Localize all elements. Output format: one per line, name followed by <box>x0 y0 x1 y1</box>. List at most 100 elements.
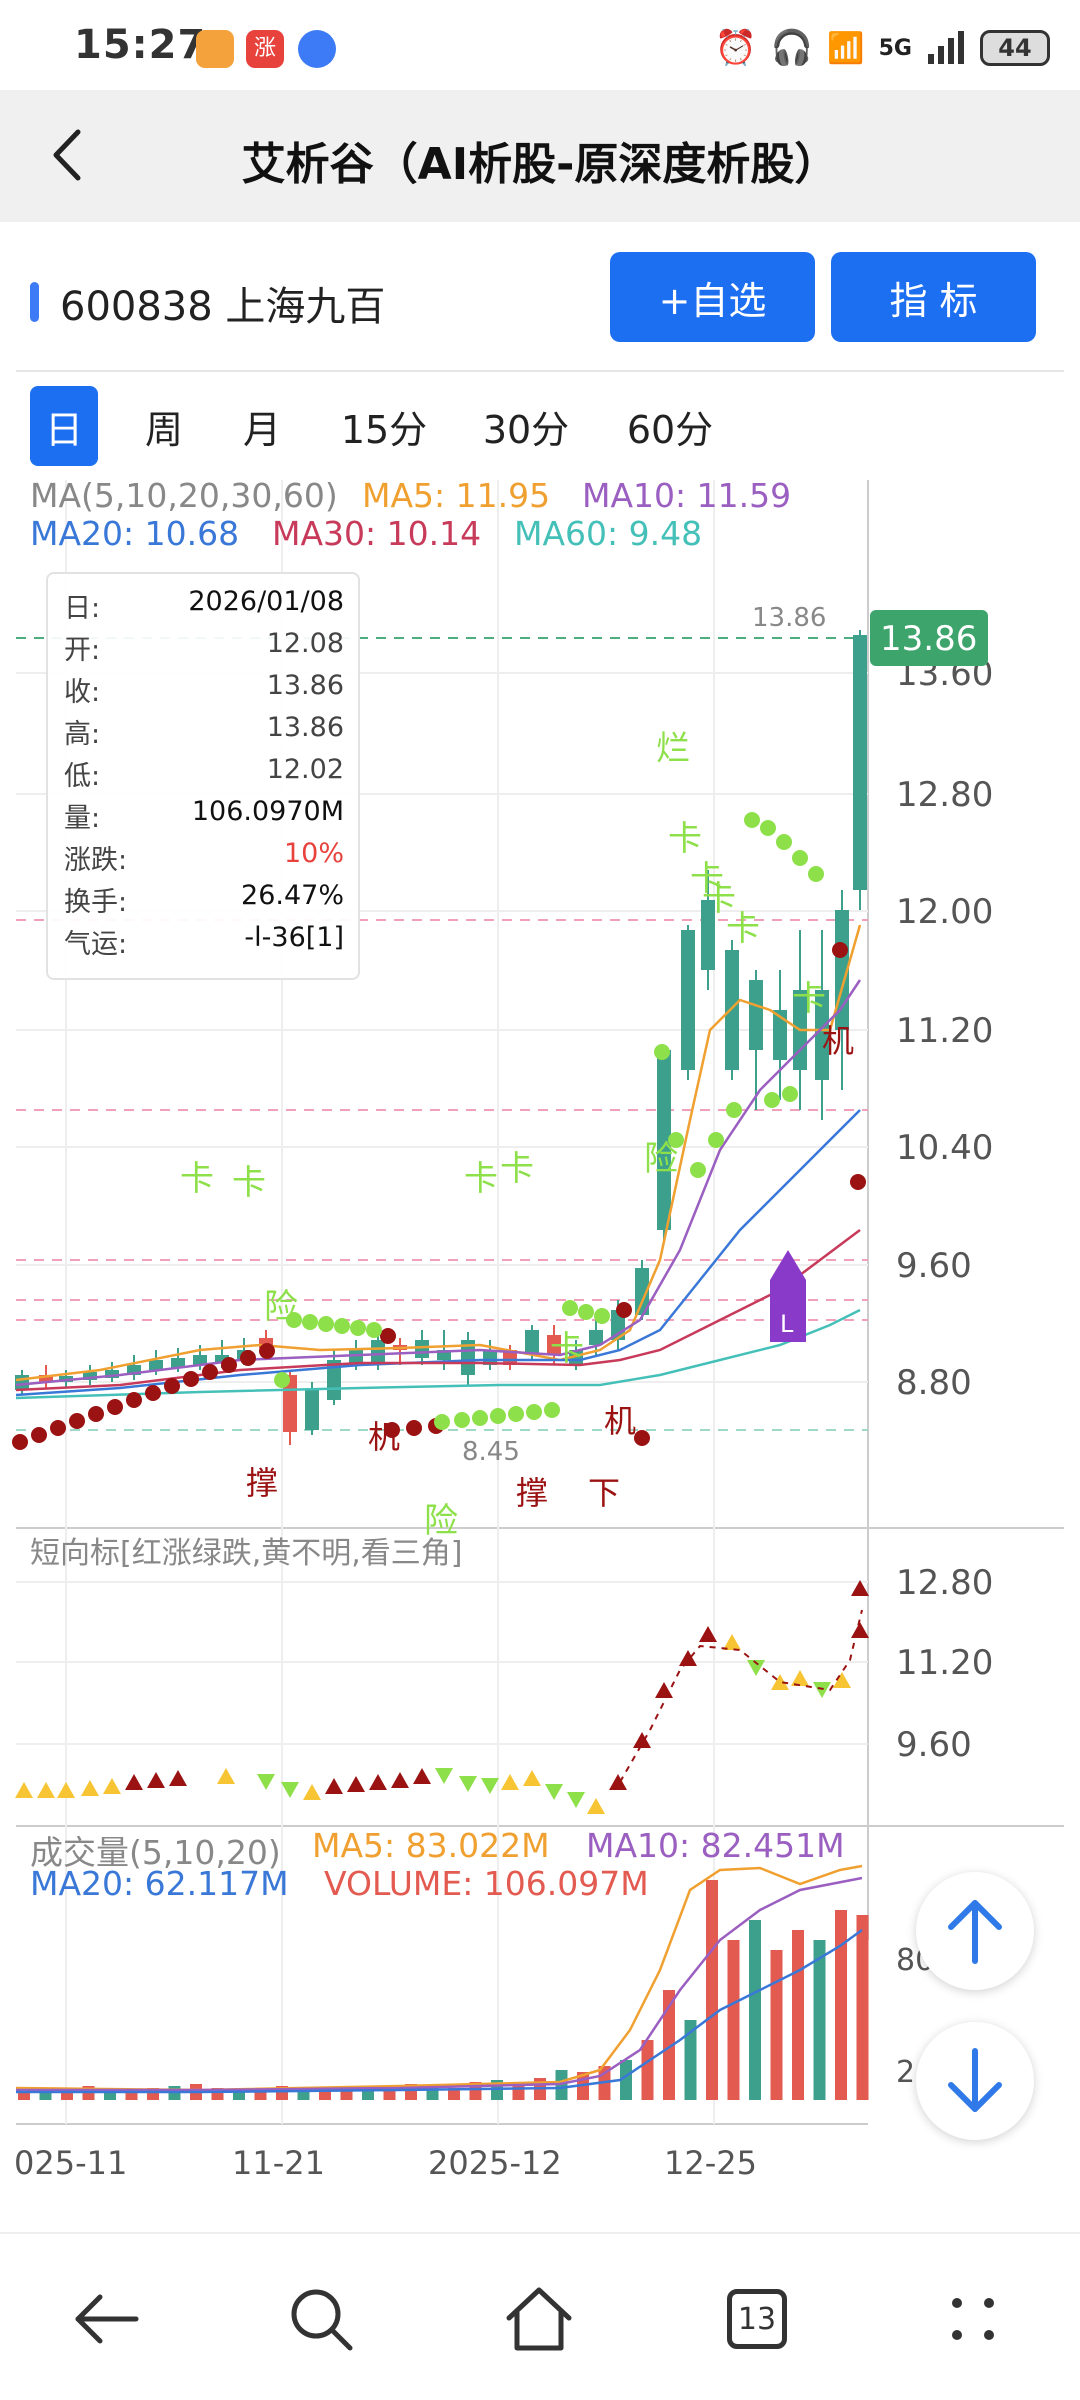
volume-bar <box>125 2090 138 2100</box>
tab-month[interactable]: 月 <box>242 407 281 452</box>
tab-30min[interactable]: 30分 <box>482 407 570 452</box>
home-icon <box>506 2287 572 2351</box>
tab-week[interactable]: 周 <box>144 407 183 452</box>
volume-bar <box>61 2090 73 2100</box>
volume-bar <box>813 1940 826 2100</box>
candle-body <box>259 1338 273 1348</box>
volume-bar <box>663 1990 675 2100</box>
arrow-left-icon <box>75 2294 139 2344</box>
candle-body <box>149 1360 163 1370</box>
trend-triangle <box>103 1778 121 1794</box>
trend-triangle <box>791 1670 809 1686</box>
green-signal-dot <box>782 1086 798 1102</box>
annotation-zhuo: 烂 <box>656 729 690 769</box>
candle-body <box>657 1050 671 1230</box>
volume-bar <box>792 1930 804 2100</box>
trend-triangle <box>851 1580 869 1596</box>
candle-body <box>371 1340 385 1365</box>
plus-signal-marker: 卡 <box>500 1149 534 1189</box>
scroll-down-button[interactable] <box>916 2022 1034 2140</box>
trend-triangle <box>125 1774 143 1790</box>
trend-triangle <box>699 1626 717 1642</box>
browser-app-icon <box>298 30 336 68</box>
plus-signal-marker: 卡 <box>702 879 736 919</box>
candle-body <box>773 1010 787 1060</box>
price-axis-label: 11.20 <box>896 1011 993 1051</box>
candle-body <box>437 1350 451 1360</box>
volume-bar <box>319 2090 331 2100</box>
trend-triangle <box>169 1770 187 1786</box>
nav-back-button[interactable] <box>62 2274 152 2364</box>
info-row-date: 日: 2026/01/08 <box>64 586 344 624</box>
price-axis-label: 10.40 <box>896 1128 993 1168</box>
indicator-button[interactable]: 指 标 <box>831 252 1036 342</box>
volume-ma5: MA5: 83.022M <box>312 1826 550 1865</box>
stock-chart[interactable]: 13.6012.8012.0011.2010.409.608.8013.8613… <box>0 470 1080 2210</box>
candle-body <box>547 1335 561 1355</box>
plus-signal-marker: 卡 <box>180 1159 214 1199</box>
green-signal-dot <box>454 1412 470 1428</box>
add-watchlist-button[interactable]: +自选 <box>610 252 815 342</box>
status-bar: 15:27 涨 ⏰ 🎧 📶 5G 44 <box>0 0 1080 90</box>
green-signal-dot <box>760 820 776 836</box>
ma20-value: MA20: 10.68 <box>30 514 240 553</box>
nav-bar: 艾析谷（AI析股-原深度析股） <box>0 90 1080 222</box>
scroll-up-button[interactable] <box>916 1872 1034 1990</box>
support-dot <box>380 1328 396 1344</box>
trend-triangle <box>813 1682 831 1698</box>
green-signal-dot <box>334 1318 350 1334</box>
volume-ma10: MA10: 82.451M <box>586 1826 845 1865</box>
candle-body <box>105 1370 119 1378</box>
nav-search-button[interactable] <box>276 2274 366 2364</box>
headphone-icon: 🎧 <box>770 28 814 68</box>
trend-triangle <box>147 1772 165 1788</box>
price-tag: 13.86 <box>880 619 977 659</box>
ma30-value: MA30: 10.14 <box>272 514 482 553</box>
support-dot <box>240 1350 256 1366</box>
volume-bar <box>641 2040 654 2100</box>
nav-home-button[interactable] <box>494 2274 584 2364</box>
trend-triangle <box>347 1776 365 1792</box>
search-icon <box>291 2289 353 2351</box>
trend-triangle <box>57 1782 75 1798</box>
support-dot <box>183 1371 199 1387</box>
price-axis-label: 12.80 <box>896 775 993 815</box>
tab-15min[interactable]: 15分 <box>340 407 428 452</box>
info-row-open: 开: 12.08 <box>64 628 344 666</box>
volume-bar <box>684 2020 697 2100</box>
annotation-xian: 险 <box>424 1501 458 1541</box>
candle-body <box>415 1340 429 1358</box>
plus-signal-marker: 卡 <box>464 1159 498 1199</box>
ma10-line <box>15 979 862 1387</box>
trend-triangle <box>435 1768 453 1784</box>
price-axis-label: 8.80 <box>896 1363 972 1403</box>
candle-body <box>305 1390 319 1430</box>
annotation-ji: 机 <box>822 1022 854 1060</box>
l-marker-label: L <box>780 1310 794 1338</box>
volume-bar <box>448 2088 460 2100</box>
nav-tabs-button[interactable]: 13 <box>712 2274 802 2364</box>
price-axis-label: 9.60 <box>896 1246 972 1286</box>
support-dot <box>145 1385 161 1401</box>
annotation-xian: 险 <box>264 1287 298 1327</box>
candle-body <box>525 1330 539 1355</box>
green-signal-dot <box>350 1320 366 1336</box>
nav-menu-button[interactable] <box>928 2274 1018 2364</box>
candle-body <box>461 1340 475 1375</box>
info-row-turnover: 换手: 26.47% <box>64 880 344 918</box>
back-icon[interactable] <box>36 120 106 190</box>
trend-triangle <box>369 1774 387 1790</box>
annotation-xia: 下 <box>588 1474 620 1512</box>
info-row-low: 低: 12.02 <box>64 754 344 792</box>
annotation-cheng: 撑 <box>516 1474 548 1512</box>
tab-60min[interactable]: 60分 <box>626 407 714 452</box>
volume-params: 成交量(5,10,20) <box>30 1833 281 1872</box>
plus-signal-marker: 卡 <box>792 979 826 1019</box>
green-signal-dot <box>366 1322 382 1338</box>
arrow-down-icon <box>948 2048 1002 2112</box>
candle-body <box>681 930 695 1070</box>
tab-day[interactable]: 日 <box>30 386 98 466</box>
menu-dots-icon <box>952 2298 994 2340</box>
status-time: 15:27 <box>74 22 207 68</box>
trend-triangle <box>609 1774 627 1790</box>
